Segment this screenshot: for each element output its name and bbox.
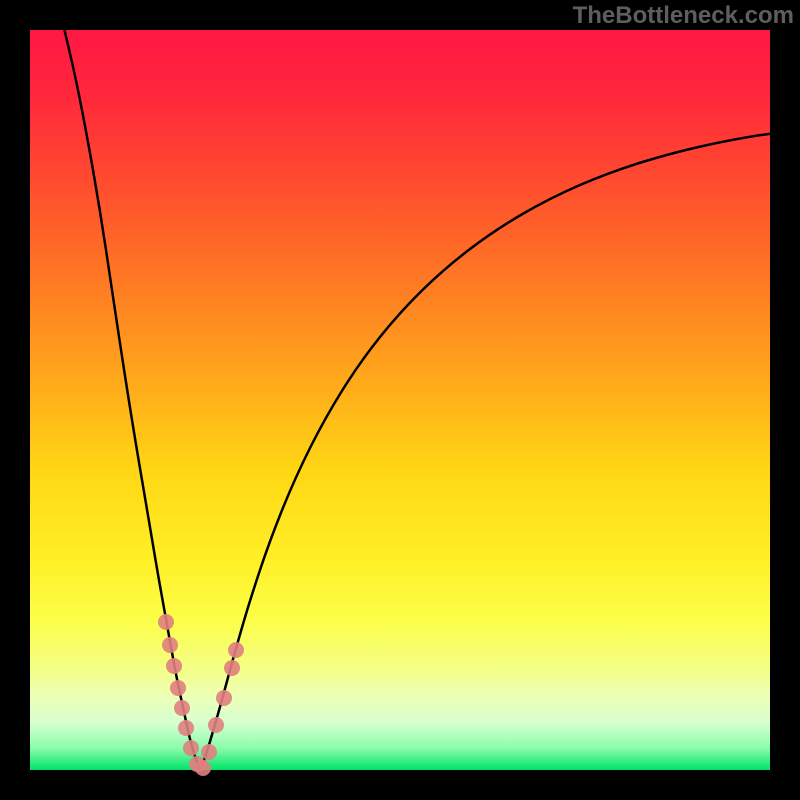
valley-marker: [208, 717, 224, 733]
valley-marker: [228, 642, 244, 658]
chart-svg: [0, 0, 800, 800]
valley-marker: [183, 740, 199, 756]
valley-marker: [201, 744, 217, 760]
valley-marker: [195, 760, 211, 776]
valley-marker: [162, 637, 178, 653]
valley-marker: [166, 658, 182, 674]
valley-marker: [158, 614, 174, 630]
valley-marker: [216, 690, 232, 706]
valley-marker: [174, 700, 190, 716]
bottleneck-chart: TheBottleneck.com: [0, 0, 800, 800]
watermark-text: TheBottleneck.com: [573, 2, 794, 30]
valley-marker: [224, 660, 240, 676]
valley-marker: [170, 680, 186, 696]
valley-marker: [178, 720, 194, 736]
gradient-background: [30, 30, 770, 770]
